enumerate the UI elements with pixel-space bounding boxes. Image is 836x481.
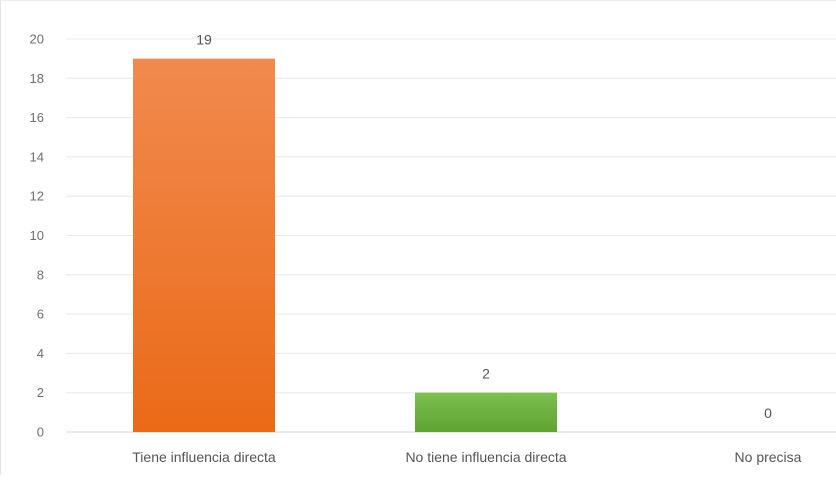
y-tick-label: 8 (37, 267, 44, 282)
y-tick-label: 0 (37, 425, 44, 440)
category-label: Tiene influencia directa (132, 449, 276, 465)
x-axis-categories: Tiene influencia directa No tiene influen… (132, 449, 801, 465)
y-tick-label: 6 (37, 307, 44, 322)
y-tick-label: 16 (30, 110, 44, 125)
data-label: 0 (764, 405, 772, 421)
y-tick-label: 10 (30, 228, 44, 243)
y-axis-ticks: 0 2 4 6 8 10 12 14 16 18 20 (30, 32, 44, 440)
data-label: 19 (196, 32, 212, 48)
y-tick-label: 12 (30, 189, 44, 204)
y-tick-label: 4 (37, 346, 44, 361)
category-label: No precisa (735, 449, 802, 465)
bars (133, 58, 557, 433)
y-tick-label: 14 (30, 149, 44, 164)
y-tick-label: 2 (37, 385, 44, 400)
data-label: 2 (482, 366, 490, 382)
y-tick-label: 20 (30, 32, 44, 47)
bar-1 (415, 392, 557, 432)
category-label: No tiene influencia directa (405, 449, 566, 465)
y-tick-label: 18 (30, 71, 44, 86)
bar-0 (133, 58, 275, 433)
